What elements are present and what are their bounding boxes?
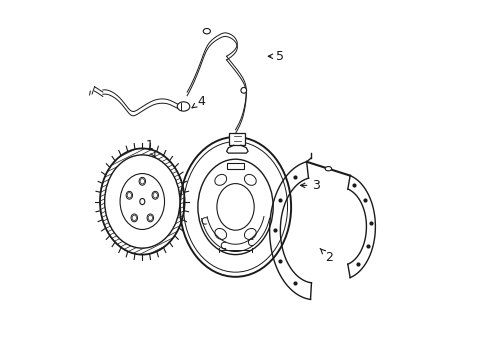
Ellipse shape <box>104 155 180 248</box>
Ellipse shape <box>244 229 256 239</box>
Ellipse shape <box>152 191 158 199</box>
Ellipse shape <box>177 102 189 111</box>
Circle shape <box>241 87 246 93</box>
Ellipse shape <box>203 28 210 34</box>
Ellipse shape <box>180 137 290 277</box>
Ellipse shape <box>325 167 331 171</box>
Text: 3: 3 <box>300 179 320 192</box>
Text: 1: 1 <box>145 139 155 158</box>
Ellipse shape <box>214 229 226 239</box>
Ellipse shape <box>120 174 164 229</box>
Ellipse shape <box>139 177 145 185</box>
Text: 5: 5 <box>268 50 284 63</box>
Ellipse shape <box>147 214 153 222</box>
Text: 2: 2 <box>320 248 332 264</box>
Ellipse shape <box>126 191 132 199</box>
Ellipse shape <box>214 174 226 185</box>
FancyBboxPatch shape <box>226 163 244 169</box>
Text: 4: 4 <box>192 95 205 108</box>
Ellipse shape <box>244 174 256 185</box>
Ellipse shape <box>131 214 137 222</box>
FancyBboxPatch shape <box>229 133 244 145</box>
Ellipse shape <box>198 159 273 255</box>
